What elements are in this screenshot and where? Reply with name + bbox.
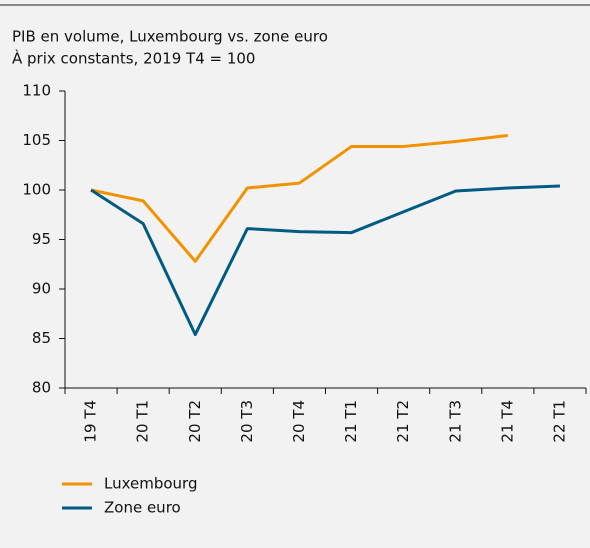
x-tick-label: 21 T1 bbox=[342, 400, 360, 443]
y-tick-label: 90 bbox=[32, 280, 51, 298]
x-tick-label: 20 T2 bbox=[186, 400, 204, 443]
y-tick-label: 85 bbox=[32, 329, 51, 347]
y-tick-label: 95 bbox=[32, 230, 51, 248]
legend-label: Zone euro bbox=[104, 499, 181, 517]
x-tick-label: 21 T2 bbox=[394, 400, 412, 443]
chart-subtitle: À prix constants, 2019 T4 = 100 bbox=[12, 49, 255, 68]
y-tick-label: 100 bbox=[22, 181, 51, 199]
y-tick-label: 105 bbox=[22, 131, 51, 149]
series-line bbox=[90, 184, 561, 337]
x-tick-label: 21 T4 bbox=[498, 400, 516, 443]
x-tick-label: 22 T1 bbox=[550, 400, 568, 443]
x-tick-label: 21 T3 bbox=[446, 400, 464, 443]
y-tick-label: 110 bbox=[22, 82, 51, 100]
series-line bbox=[90, 134, 509, 263]
chart-title: PIB en volume, Luxembourg vs. zone euro bbox=[12, 28, 328, 46]
x-tick-label: 20 T3 bbox=[238, 400, 256, 443]
legend-label: Luxembourg bbox=[104, 475, 198, 493]
x-tick-label: 20 T1 bbox=[134, 400, 152, 443]
y-tick-label: 80 bbox=[32, 379, 51, 397]
x-tick-label: 19 T4 bbox=[82, 400, 100, 443]
x-tick-label: 20 T4 bbox=[290, 400, 308, 443]
